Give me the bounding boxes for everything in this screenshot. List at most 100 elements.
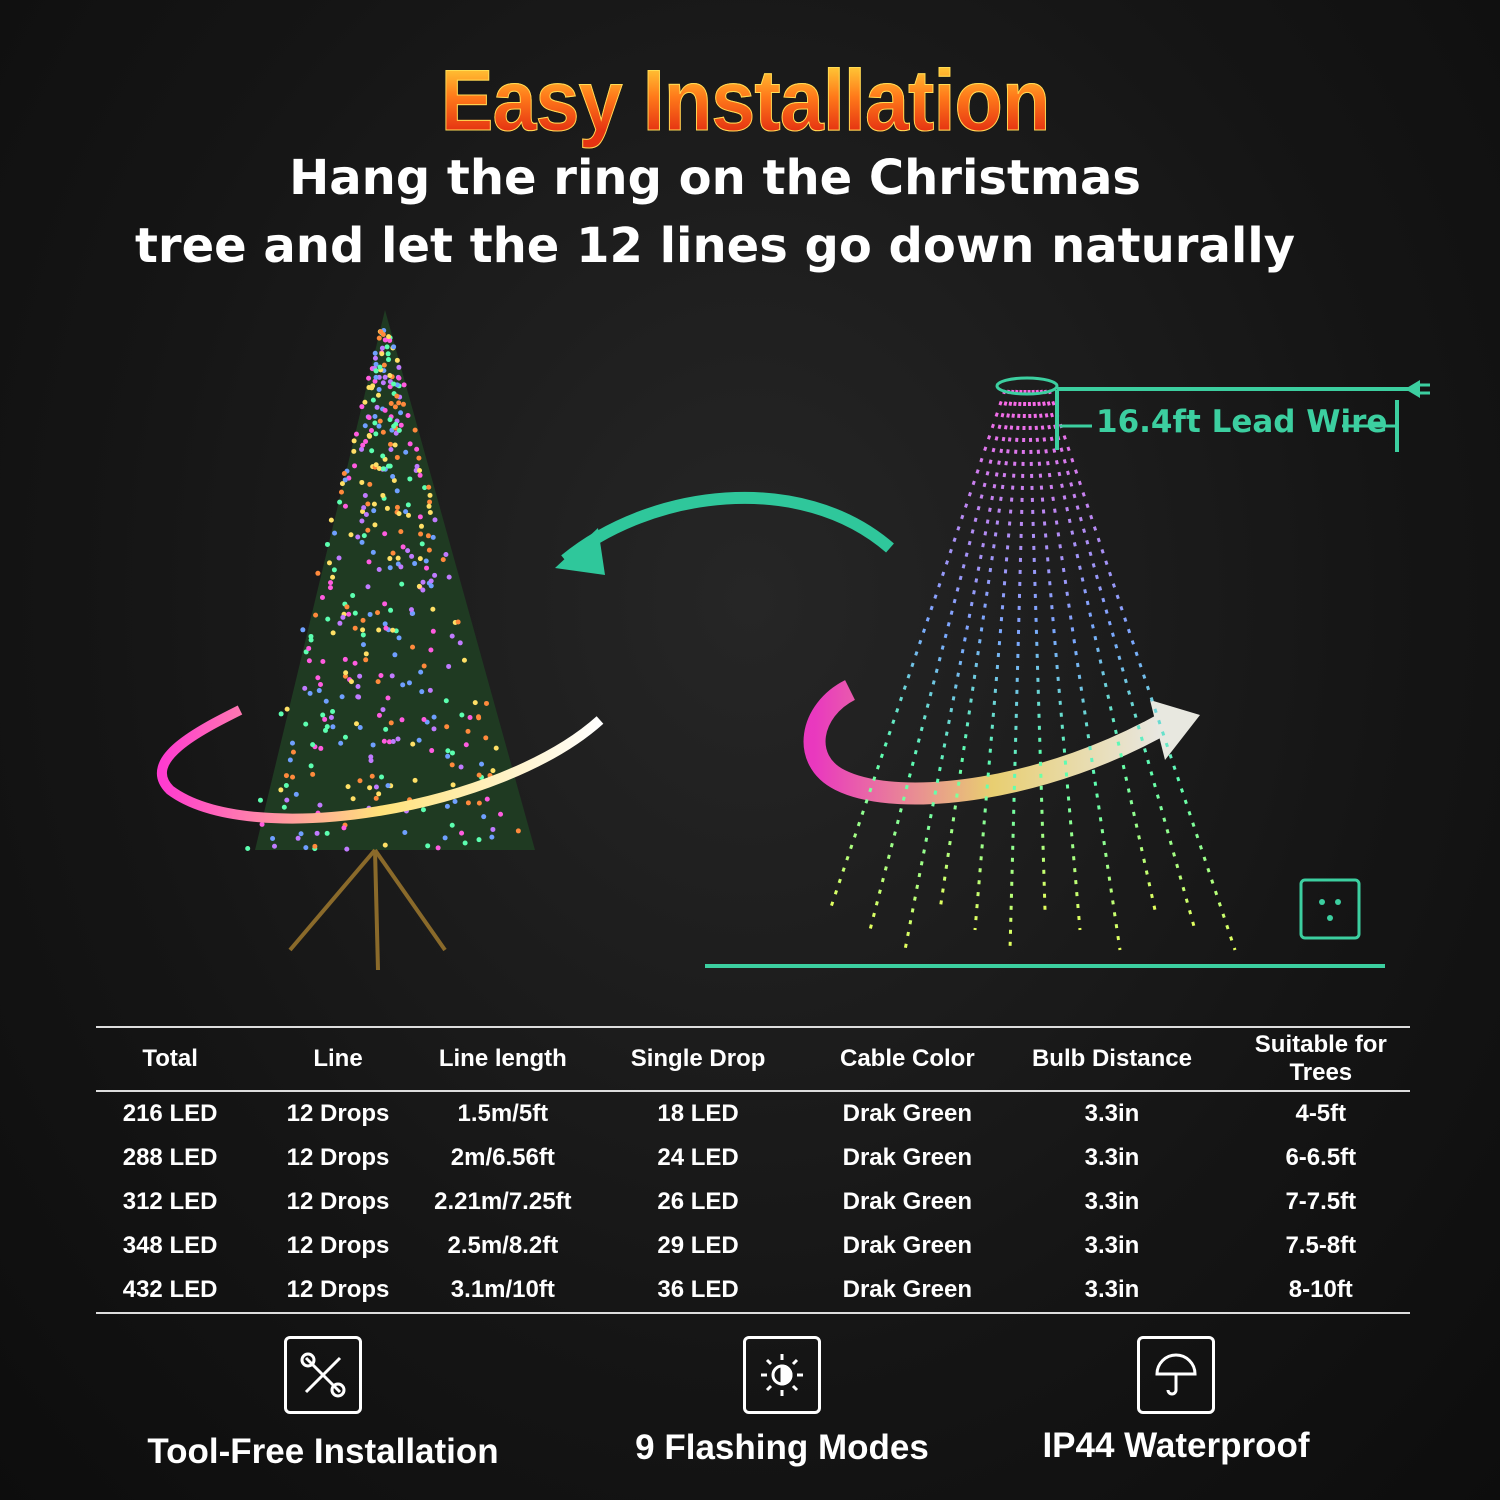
tree-light [418, 514, 423, 519]
tree-light [383, 621, 388, 626]
tree-light [462, 658, 467, 663]
curved-arrow-icon [565, 498, 890, 560]
tree-light [290, 741, 295, 746]
tree-light [413, 778, 418, 783]
tree-light [367, 785, 372, 790]
table-cell: Drak Green [822, 1136, 992, 1180]
tree-light [361, 505, 366, 510]
tree-light [459, 712, 464, 717]
tree-light [361, 632, 366, 637]
tree-light [309, 763, 314, 768]
tree-light [329, 518, 334, 523]
tree-light [337, 621, 342, 626]
tree-light [346, 784, 351, 789]
tree-light [417, 468, 422, 473]
tree-light [424, 566, 429, 571]
tree-light [357, 674, 362, 679]
subtitle-line-2: tree and let the 12 lines go down natura… [0, 218, 1430, 274]
tree-light [382, 363, 387, 368]
tree-light [377, 713, 382, 718]
brightness-icon [743, 1336, 821, 1414]
tree-light [332, 567, 337, 572]
tree-light [450, 823, 455, 828]
tree-light [282, 805, 287, 810]
tree-light [353, 626, 358, 631]
tree-light [343, 670, 348, 675]
tree-light [378, 673, 383, 678]
tree-light [245, 846, 250, 851]
tree-light [380, 707, 385, 712]
tree-light [332, 531, 337, 536]
col-cable-color: Cable Color [822, 1027, 992, 1091]
tree-light [459, 831, 464, 836]
tree-light [322, 717, 327, 722]
lit-christmas-tree [245, 310, 535, 970]
tree-light [463, 841, 468, 846]
tree-light [339, 490, 344, 495]
table-cell: 3.3in [992, 1091, 1231, 1136]
tree-light [406, 502, 411, 507]
tree-light [324, 699, 329, 704]
tree-light [308, 691, 313, 696]
tree-light [481, 814, 486, 819]
tree-light [284, 798, 289, 803]
tree-light [372, 414, 377, 419]
tree-light [393, 404, 398, 409]
tree-light [361, 642, 366, 647]
tree-light [385, 344, 390, 349]
col-single-drop: Single Drop [574, 1027, 823, 1091]
tree-light [302, 686, 307, 691]
tree-light [428, 510, 433, 515]
tree-light [391, 739, 396, 744]
tree-light [376, 393, 381, 398]
tools-icon [284, 1336, 362, 1414]
tree-light [381, 466, 386, 471]
tree-light [431, 535, 436, 540]
tree-light [473, 700, 478, 705]
tree-light [445, 754, 450, 759]
tree-light [300, 627, 305, 632]
tree-light [318, 746, 323, 751]
tree-light [377, 387, 382, 392]
table-cell: 12 Drops [244, 1180, 432, 1224]
tree-light [299, 831, 304, 836]
tree-light [396, 400, 401, 405]
tree-light [391, 344, 396, 349]
tree-light [396, 365, 401, 370]
tree-light [383, 375, 388, 380]
tree-light [458, 640, 463, 645]
tree-light [377, 365, 382, 370]
table-cell: 3.3in [992, 1180, 1231, 1224]
table-row: 432 LED 12 Drops 3.1m/10ft 36 LED Drak Green… [96, 1268, 1410, 1313]
tree-light [349, 679, 354, 684]
tree-light [381, 430, 386, 435]
tree-light [331, 630, 336, 635]
tree-light [385, 695, 390, 700]
tree-light [354, 721, 359, 726]
tree-light [429, 748, 434, 753]
tree-light [377, 336, 382, 341]
tree-light [270, 836, 275, 841]
tree-light [427, 500, 432, 505]
tree-light [363, 423, 368, 428]
tree-light [401, 402, 406, 407]
tree-light [371, 550, 376, 555]
tree-light [376, 679, 381, 684]
tree-light [427, 504, 432, 509]
tree-light [315, 831, 320, 836]
tree-light [337, 500, 342, 505]
tree-light [373, 431, 378, 436]
tree-light [419, 689, 424, 694]
tree-light [383, 626, 388, 631]
tree-light [443, 552, 448, 557]
tree-light [379, 774, 384, 779]
tree-light [395, 505, 400, 510]
tree-light [430, 607, 435, 612]
tree-light [406, 513, 411, 518]
tree-light [424, 558, 429, 563]
feature-tool-free: Tool-Free Installation [123, 1336, 523, 1472]
tree-light [328, 585, 333, 590]
tree-light [382, 739, 387, 744]
tree-light [363, 657, 368, 662]
tree-light [410, 742, 415, 747]
